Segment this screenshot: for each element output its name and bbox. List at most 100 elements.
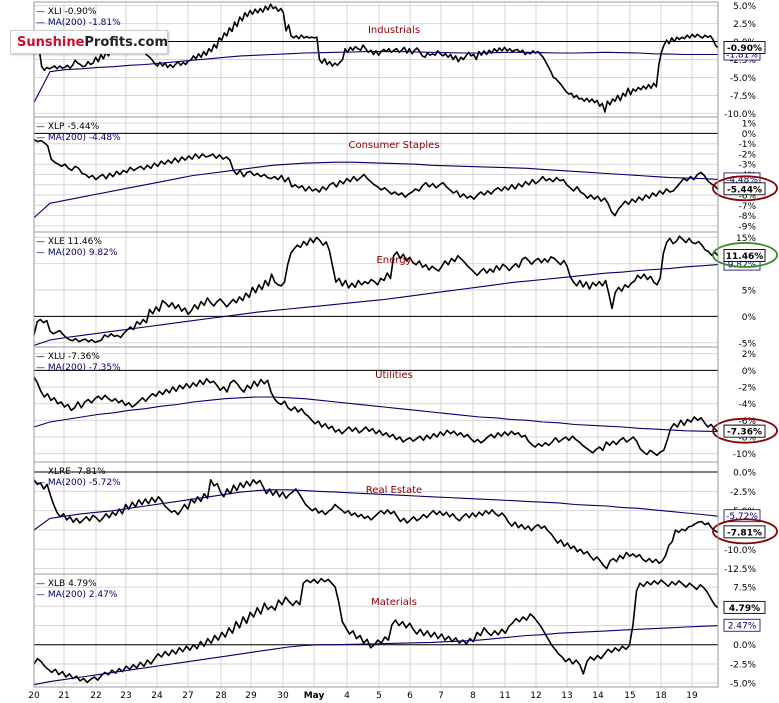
panel-title: Industrials (368, 25, 420, 36)
y-tick-label: -7.5% (730, 92, 757, 102)
ma200-value-label: 9.82% (728, 261, 757, 271)
x-tick-label: 24 (151, 691, 163, 701)
y-tick-label: 15% (736, 234, 756, 244)
last-value-label: 11.46% (726, 252, 764, 262)
panel-4: 0.0%-2.5%-5.0%-7.5%-10.0%-12.5%Real Esta… (33, 467, 778, 575)
legend-ma200: — MA(200) -1.81% (36, 18, 121, 28)
y-tick-label: -7% (738, 202, 756, 212)
y-tick-label: -2.5% (730, 56, 757, 66)
x-tick-label: 21 (58, 691, 69, 701)
logo-part-1: Sunshine (17, 35, 85, 50)
x-tick-label: 5 (376, 691, 382, 701)
y-tick-label: -6% (738, 192, 756, 202)
y-tick-label: 0% (742, 367, 757, 377)
x-tick-label: 6 (407, 691, 413, 701)
ma200-line (33, 625, 719, 686)
y-tick-label: -2% (738, 150, 756, 160)
legend-price: — XLP -5.44% (36, 122, 100, 132)
x-tick-label: 15 (624, 691, 635, 701)
chart-frame (33, 1, 719, 688)
y-tick-label: 0% (742, 313, 757, 323)
legend-ma200: — MA(200) -5.72% (36, 478, 121, 488)
x-tick-label: 22 (90, 691, 101, 701)
y-tick-label: -12.5% (724, 565, 756, 575)
y-tick-label: -1% (738, 140, 756, 150)
x-tick-label: 30 (277, 691, 289, 701)
legend-ma200: — MA(200) 9.82% (36, 248, 118, 258)
x-tick-label: 8 (470, 691, 476, 701)
y-tick-label: -10.0% (724, 110, 756, 120)
y-tick-label: -5.0% (730, 680, 757, 690)
last-value-box (723, 41, 766, 54)
price-line (33, 3, 719, 113)
panel-0: 5.0%2.5%0.0%-2.5%-5.0%-7.5%-10.0%Industr… (33, 2, 766, 120)
y-tick-label: -10% (733, 450, 757, 460)
ma200-value-box (723, 618, 761, 632)
x-tick-label: 7 (438, 691, 444, 701)
highlight-circle (712, 242, 778, 268)
x-tick-label: 18 (655, 691, 667, 701)
legend-ma200: — MA(200) 2.47% (36, 590, 118, 600)
x-tick-label: 23 (120, 691, 131, 701)
y-tick-label: -2% (738, 384, 756, 394)
x-tick-label: 27 (182, 691, 193, 701)
x-tick-label: 28 (215, 691, 227, 701)
panel-1: 1%0%-1%-2%-3%-4%-5%-6%-7%-8%-9%Consumer … (33, 120, 778, 233)
legend-price: — XLI -0.90% (36, 7, 97, 17)
y-tick-label: -6% (738, 417, 756, 427)
ma200-line (33, 161, 719, 219)
y-tick-label: 5% (742, 287, 757, 297)
y-tick-label: 7.5% (733, 584, 756, 594)
y-tick-label: -5% (738, 339, 756, 349)
ma200-value-label: -4.48% (726, 175, 758, 185)
y-tick-label: -3% (738, 161, 756, 171)
x-tick-label: 4 (344, 691, 350, 701)
y-tick-label: 1% (742, 120, 757, 130)
panel-2: 15%10%5%0%-5%Energy— XLE 11.46%— MA(200)… (33, 234, 778, 349)
last-value-box (723, 182, 766, 196)
y-tick-label: -5.0% (730, 74, 757, 84)
legend-price: — XLB 4.79% (36, 579, 97, 589)
ma200-value-label: 2.47% (728, 622, 757, 632)
last-value-label: -7.81% (727, 528, 762, 538)
panel-title: Materials (371, 597, 417, 608)
price-line (33, 478, 719, 570)
legend-ma200: — MA(200) -7.35% (36, 363, 121, 373)
logo-part-2: Profits.com (84, 35, 168, 50)
x-tick-label: May (304, 691, 325, 701)
y-tick-label: -2.5% (730, 660, 757, 670)
legend-price: — XLE 11.46% (36, 237, 102, 247)
ma200-line (33, 51, 718, 103)
x-tick-label: 29 (245, 691, 257, 701)
panel-5: 7.5%5.0%2.5%0.0%-2.5%-5.0%Materials— XLB… (33, 577, 766, 690)
price-line (33, 577, 719, 684)
x-tick-label: 12 (530, 691, 541, 701)
ma200-line (33, 264, 719, 346)
y-tick-label: -2.5% (730, 488, 757, 498)
last-value-label: -5.44% (727, 185, 762, 195)
y-tick-label: -8% (738, 434, 756, 444)
x-tick-label: 11 (499, 691, 510, 701)
last-value-box (723, 525, 766, 539)
y-tick-label: 2% (742, 350, 757, 360)
y-tick-label: -10.0% (724, 546, 756, 556)
y-tick-label: -8% (738, 212, 756, 222)
y-tick-label: 2.5% (733, 20, 756, 30)
legend-price: — XLRE -7.81% (36, 467, 106, 477)
y-tick-label: 0.0% (733, 641, 756, 651)
last-value-label: -7.36% (727, 428, 762, 438)
highlight-circle (712, 417, 778, 444)
y-tick-label: 0.0% (733, 469, 756, 479)
x-tick-label: 20 (28, 691, 40, 701)
panel-title: Real Estate (366, 485, 422, 496)
legend-price: — XLU -7.36% (36, 352, 100, 362)
price-line (33, 138, 719, 217)
last-value-box (723, 248, 766, 262)
y-tick-label: -4% (738, 400, 756, 410)
last-value-box (723, 424, 766, 438)
y-tick-label: 5.0% (733, 2, 756, 12)
last-value-label: 4.79% (729, 604, 760, 614)
panel-title: Consumer Staples (348, 140, 439, 151)
y-tick-label: -9% (738, 222, 756, 232)
last-value-label: -0.90% (727, 44, 762, 54)
